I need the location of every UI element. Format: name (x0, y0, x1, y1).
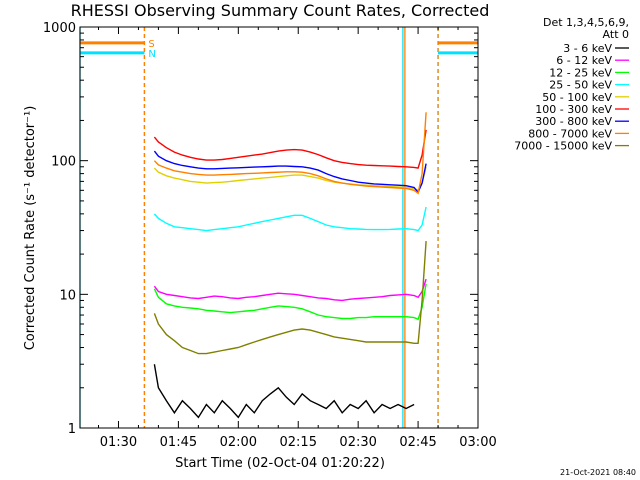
series-line-6 (153, 150, 427, 194)
series-line-7 (153, 112, 427, 195)
x-tick-label-1: 01:45 (160, 435, 197, 450)
legend-label-1: 6 - 12 keV (556, 54, 612, 67)
x-axis: 01:30 01:45 02:00 02:15 02:30 02:45 03:00 (97, 27, 497, 450)
legend-header-1: Det 1,3,4,5,6,9, (543, 16, 629, 29)
y-tick-label-1: 10 (59, 288, 76, 303)
x-tick-label-6: 03:00 (459, 435, 496, 450)
legend-label-6: 300 - 800 keV (535, 115, 612, 128)
legend-label-7: 800 - 7000 keV (528, 127, 612, 140)
series-line-2 (153, 283, 427, 321)
x-tick-label-3: 02:15 (280, 435, 317, 450)
y-axis: 1 10 100 1000 (43, 21, 478, 437)
legend-label-2: 12 - 25 keV (549, 66, 612, 79)
chart-title: RHESSI Observing Summary Count Rates, Co… (71, 1, 490, 20)
x-tick-label-2: 02:00 (220, 435, 257, 450)
footer-timestamp: 21-Oct-2021 08:40 (560, 468, 636, 477)
flag-label-N: N (148, 49, 155, 60)
series-line-5 (153, 129, 427, 169)
y-tick-label-2: 100 (51, 155, 76, 170)
series-line-3 (153, 206, 427, 232)
x-tick-label-5: 02:45 (399, 435, 436, 450)
x-axis-label: Start Time (02-Oct-04 01:20:22) (175, 456, 385, 471)
y-axis-label: Corrected Count Rate (s⁻¹ detector⁻¹) (23, 106, 38, 351)
legend-label-8: 7000 - 15000 keV (514, 140, 612, 153)
series-line-8 (153, 241, 427, 355)
y-tick-label-3: 1000 (43, 21, 76, 36)
plot-frame (79, 26, 479, 429)
legend-header-2: Att 0 (603, 28, 629, 41)
x-tick-label-4: 02:30 (339, 435, 376, 450)
legend-label-5: 100 - 300 keV (535, 103, 612, 116)
y-tick-label-0: 1 (68, 422, 76, 437)
legend-label-3: 25 - 50 keV (549, 79, 612, 92)
legend-label-4: 50 - 100 keV (542, 91, 612, 104)
plot-area: SN (79, 26, 479, 429)
series-line-4 (153, 166, 427, 192)
series-line-0 (153, 364, 415, 419)
x-tick-label-0: 01:30 (100, 435, 137, 450)
legend-label-0: 3 - 6 keV (563, 42, 612, 55)
flag-label-S: S (148, 39, 154, 50)
series-line-1 (153, 278, 427, 302)
